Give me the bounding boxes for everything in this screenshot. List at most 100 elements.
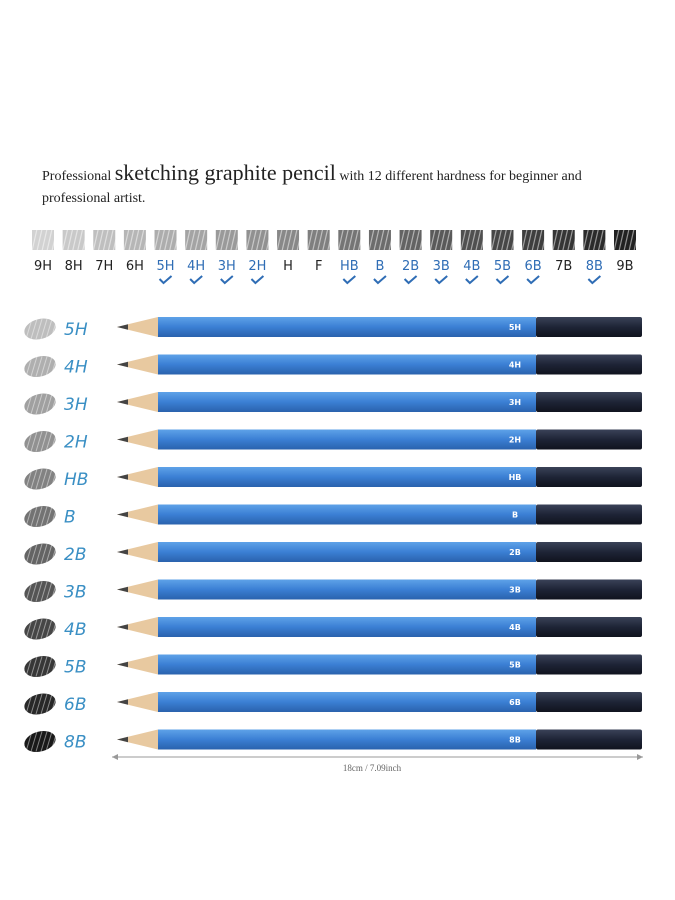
scribble-stroke bbox=[45, 468, 53, 490]
pencil-body bbox=[158, 354, 536, 375]
swatch-stroke bbox=[398, 228, 406, 252]
swatch-stroke bbox=[465, 228, 472, 252]
pencil-lead bbox=[117, 736, 128, 743]
scribble-stroke bbox=[25, 618, 33, 640]
swatch-stroke bbox=[562, 228, 569, 252]
scribble-stroke bbox=[30, 431, 38, 452]
swatch-stroke bbox=[168, 228, 176, 252]
swatch-stroke bbox=[255, 228, 263, 252]
swatch-stroke bbox=[347, 228, 354, 252]
swatch-stroke bbox=[184, 228, 191, 252]
scribble-stroke bbox=[30, 393, 38, 415]
scribble-stroke bbox=[40, 356, 48, 377]
scribble-stroke bbox=[25, 468, 33, 490]
scribble-stroke bbox=[45, 318, 53, 340]
swatch-stroke bbox=[296, 228, 303, 252]
swatch-stroke bbox=[567, 228, 574, 252]
pencil-wood bbox=[117, 392, 158, 412]
pencil: 3B bbox=[117, 579, 642, 600]
scribble-base bbox=[24, 655, 56, 678]
swatch-stroke bbox=[490, 228, 498, 252]
swatch-stroke bbox=[107, 228, 114, 252]
swatch-stroke bbox=[587, 228, 594, 252]
scribble-stroke bbox=[45, 731, 53, 752]
pencil-end bbox=[536, 542, 642, 562]
swatch-stroke bbox=[500, 228, 508, 252]
scribble-base bbox=[24, 505, 56, 528]
scribble-stroke bbox=[40, 543, 48, 565]
check-mark bbox=[495, 275, 510, 285]
grade-label: 6B bbox=[525, 259, 542, 274]
swatch-stroke bbox=[618, 228, 625, 252]
swatch-stroke bbox=[602, 228, 609, 252]
pencil: 3H bbox=[117, 392, 642, 412]
pencil: 5H bbox=[117, 317, 642, 337]
swatch-stroke bbox=[357, 228, 364, 252]
scribble-stroke bbox=[25, 693, 33, 715]
pencil: 2H bbox=[117, 429, 642, 450]
pencil-end bbox=[536, 579, 642, 600]
swatch-stroke bbox=[388, 228, 395, 252]
pencil-wood bbox=[117, 429, 158, 450]
grade-label: HB bbox=[340, 259, 359, 274]
scribble-stroke bbox=[50, 581, 58, 602]
scribble-stroke bbox=[30, 318, 38, 340]
scribble-stroke bbox=[35, 506, 43, 527]
swatch bbox=[398, 228, 426, 252]
pencil-body bbox=[158, 692, 536, 712]
swatch-stroke bbox=[434, 228, 441, 252]
swatch-stroke bbox=[62, 228, 69, 252]
swatch-stroke bbox=[51, 228, 58, 252]
check-mark bbox=[373, 275, 387, 285]
swatch-stroke bbox=[342, 228, 349, 252]
swatch bbox=[368, 228, 395, 252]
pencil-label: B bbox=[512, 511, 518, 520]
swatch-stroke bbox=[77, 228, 84, 252]
heading-rest: with 12 different hardness for beginner … bbox=[42, 169, 582, 206]
grade-label: 8B bbox=[586, 259, 603, 274]
scribble bbox=[24, 468, 58, 490]
scribble-base bbox=[24, 730, 56, 753]
pencil: 5B bbox=[117, 654, 642, 675]
check-mark bbox=[158, 275, 173, 285]
scribble bbox=[24, 693, 58, 715]
swatch bbox=[521, 228, 548, 252]
scribble-stroke bbox=[45, 656, 53, 677]
swatch-stroke bbox=[460, 228, 467, 252]
swatch-stroke bbox=[82, 228, 89, 252]
pencil-lead bbox=[117, 511, 128, 518]
swatch-stroke bbox=[510, 228, 518, 252]
pencil-wood bbox=[117, 579, 158, 600]
grade-label: H bbox=[283, 259, 293, 274]
pencil-wood bbox=[117, 467, 158, 487]
pencil-end bbox=[536, 654, 642, 675]
pencil-label: 5H bbox=[509, 323, 521, 332]
grade-label: 2H bbox=[248, 259, 266, 274]
swatch-stroke bbox=[153, 228, 161, 252]
swatch-stroke bbox=[383, 228, 390, 252]
swatch-stroke bbox=[572, 228, 579, 252]
swatch bbox=[613, 228, 640, 252]
grade-handwritten: 5H bbox=[64, 320, 88, 340]
swatch-stroke bbox=[307, 228, 314, 252]
scribble-stroke bbox=[35, 393, 43, 415]
check-mark bbox=[403, 275, 418, 285]
swatch-stroke bbox=[123, 228, 130, 252]
scribble-stroke bbox=[35, 356, 43, 377]
swatch-stroke bbox=[102, 228, 109, 252]
swatch-stroke bbox=[505, 228, 513, 252]
scribble-stroke bbox=[25, 393, 33, 415]
swatch bbox=[62, 228, 89, 252]
swatch-stroke bbox=[173, 228, 181, 252]
pencil-end bbox=[536, 317, 642, 337]
swatch bbox=[460, 228, 487, 252]
scribble-stroke bbox=[40, 431, 48, 452]
pencil-lead bbox=[117, 474, 128, 480]
scribble-stroke bbox=[40, 506, 48, 527]
grade-handwritten: 5B bbox=[64, 658, 86, 678]
scribble bbox=[24, 580, 58, 603]
swatch bbox=[184, 228, 211, 252]
scribble-stroke bbox=[35, 581, 43, 602]
scribble bbox=[24, 730, 58, 753]
pencil: 8B bbox=[117, 729, 642, 750]
